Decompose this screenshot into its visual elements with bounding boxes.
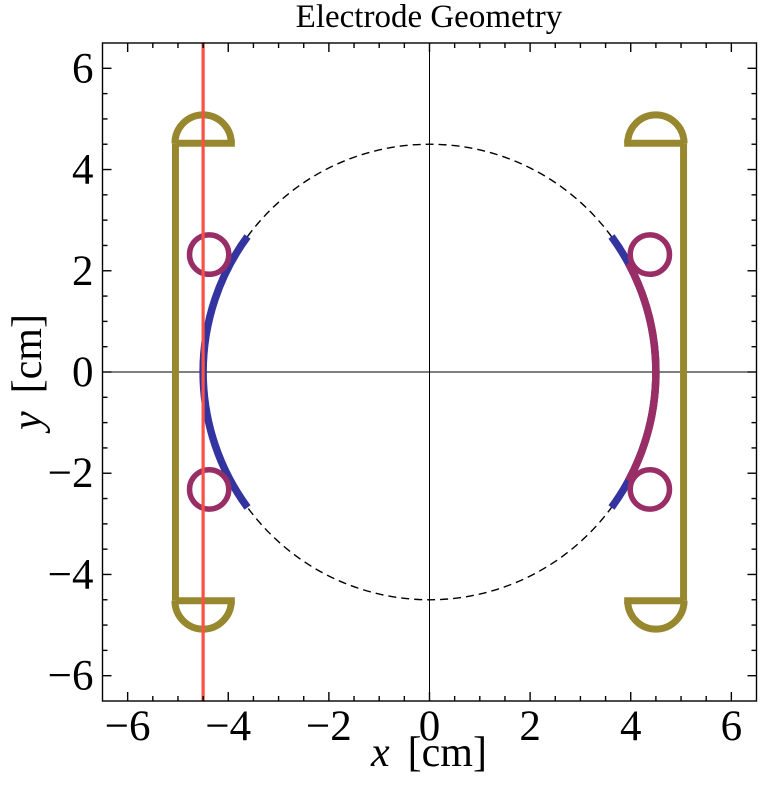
x-tick-label: 6 <box>721 703 743 750</box>
y-tick-label: −2 <box>48 450 94 497</box>
plot-title: Electrode Geometry <box>295 0 563 35</box>
y-axis-label: y [cm] <box>3 222 53 522</box>
x-axis-variable: x <box>371 730 390 776</box>
right-electrode-frame-halfdisk-1 <box>624 600 688 633</box>
y-tick-label: 2 <box>72 248 94 295</box>
y-axis-variable: y <box>5 411 51 430</box>
x-tick-label: −2 <box>306 703 352 750</box>
ring-right-bottom <box>627 466 673 512</box>
x-tick-label: −4 <box>205 703 251 750</box>
x-axis-unit: [cm] <box>407 730 487 776</box>
x-tick-label: 2 <box>519 703 541 750</box>
x-tick-label: −6 <box>105 703 151 750</box>
y-tick-label: −4 <box>48 551 94 598</box>
ring-right-top <box>627 232 673 278</box>
y-axis-unit: [cm] <box>5 314 51 394</box>
y-tick-label: −6 <box>48 653 94 700</box>
right-electrode-frame-halfdisk-0 <box>624 111 688 144</box>
x-tick-label: 0 <box>419 703 441 750</box>
x-tick-label: 4 <box>620 703 642 750</box>
y-tick-label: 0 <box>72 349 94 396</box>
y-tick-label: 6 <box>72 45 94 92</box>
y-tick-label: 4 <box>72 147 94 194</box>
ring-left-bottom <box>186 466 232 512</box>
x-axis-label: x [cm] <box>102 728 756 778</box>
right-electrode-arc-purple <box>625 261 660 483</box>
ring-left-top <box>186 232 232 278</box>
